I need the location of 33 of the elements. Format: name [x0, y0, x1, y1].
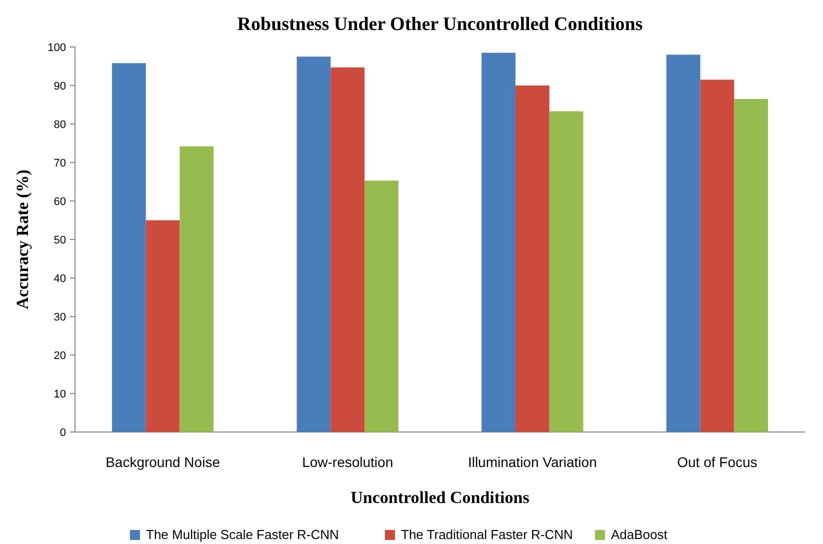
y-tick-label: 100: [48, 42, 66, 54]
bar: [734, 98, 768, 432]
x-tick-label: Low-resolution: [302, 454, 394, 470]
bar: [180, 146, 214, 432]
bar: [515, 86, 550, 432]
y-tick-label: 60: [54, 196, 66, 208]
bar: [549, 111, 584, 432]
bar: [146, 220, 180, 432]
x-axis-title: Uncontrolled Conditions: [350, 488, 530, 507]
bar: [330, 67, 365, 432]
y-tick-label: 0: [60, 426, 66, 439]
x-tick-label: Out of Focus: [677, 454, 758, 470]
bar: [112, 63, 146, 432]
legend-label: AdaBoost: [611, 527, 668, 542]
x-tick-label: Background Noise: [106, 454, 220, 470]
y-tick-label: 10: [54, 388, 66, 400]
chart-title: Robustness Under Other Uncontrolled Conditions: [237, 14, 643, 35]
y-axis-title: Accuracy Rate (%): [13, 170, 32, 310]
legend-label: The Traditional Faster R-CNN: [401, 527, 573, 542]
bar: [482, 52, 516, 432]
y-tick-label: 50: [54, 234, 66, 246]
y-tick-label: 80: [54, 118, 66, 131]
y-tick-label: 30: [54, 311, 66, 324]
bar: [364, 180, 398, 432]
y-tick-label: 20: [54, 350, 66, 362]
y-tick-label: 70: [54, 157, 66, 170]
y-tick-label: 90: [54, 80, 66, 92]
legend-label: The Multiple Scale Faster R-CNN: [146, 527, 339, 542]
bar: [700, 80, 734, 432]
bar: [296, 56, 331, 432]
y-tick-label: 40: [54, 272, 66, 285]
bar: [666, 54, 700, 432]
x-tick-label: Illumination Variation: [468, 454, 597, 470]
